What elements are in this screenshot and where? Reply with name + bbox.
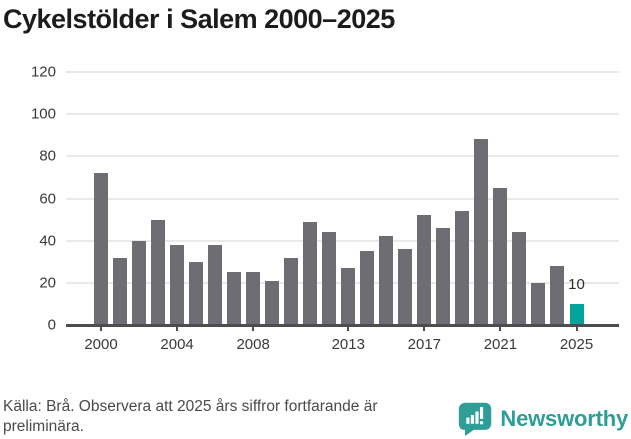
source-note-line1: Källa: Brå. Observera att 2025 års siffr… <box>3 398 378 415</box>
bar-2016 <box>398 249 413 325</box>
bar-2001 <box>113 257 128 325</box>
bar-2004 <box>170 244 185 325</box>
gridline-y120 <box>66 71 619 73</box>
y-axis-label-100: 100 <box>30 105 56 123</box>
bar-2012 <box>322 232 337 325</box>
x-axis-label-2013: 2013 <box>331 336 365 353</box>
bar-2002 <box>132 240 147 325</box>
chart-plot-area: 0 20 40 60 80 100 120 10 2000 2004 2008 2013 2017 202… <box>31 65 619 353</box>
chart-title: Cykelstölder i Salem 2000–2025 <box>3 4 395 34</box>
gridline-y40 <box>66 239 619 242</box>
x-axis-tick-2000 <box>100 326 102 331</box>
bar-2025 <box>569 303 584 325</box>
source-note: Källa: Brå. Observera att 2025 års siffr… <box>3 397 377 436</box>
bar-2000 <box>94 173 108 325</box>
bar-2023 <box>531 282 546 325</box>
bar-2018 <box>436 228 451 325</box>
bar-2009 <box>265 280 280 325</box>
bar-2020 <box>474 139 489 325</box>
x-axis-label-2021: 2021 <box>483 336 518 353</box>
gridline-y80 <box>66 155 619 158</box>
chart-footer: Källa: Brå. Observera att 2025 års siffr… <box>3 397 628 436</box>
x-axis-tick-2008 <box>252 326 255 331</box>
bar-2022 <box>512 232 527 325</box>
newsworthy-wordmark: Newsworthy <box>500 405 628 431</box>
x-axis-tick-2025 <box>575 326 578 331</box>
y-axis-label-0: 0 <box>47 316 56 334</box>
y-axis-label-20: 20 <box>39 274 56 292</box>
bar-2014 <box>360 251 375 325</box>
x-axis-label-2025: 2025 <box>559 336 594 353</box>
gridline-y60 <box>66 197 619 200</box>
x-axis-tick-2004 <box>176 326 179 331</box>
x-axis-tick-2021 <box>499 326 502 331</box>
x-axis-label-2004: 2004 <box>160 336 194 353</box>
bar-2008 <box>246 272 261 325</box>
bar-2015 <box>379 236 394 325</box>
bar-2003 <box>151 219 166 325</box>
bar-2019 <box>455 211 470 325</box>
bar-2021 <box>493 187 508 325</box>
x-axis-label-2000: 2000 <box>84 336 118 353</box>
x-axis-line <box>66 324 619 327</box>
y-axis-label-60: 60 <box>39 190 56 207</box>
gridline-y100 <box>66 113 619 116</box>
newsworthy-logo-icon <box>458 401 493 436</box>
x-axis-tick-2017 <box>423 326 426 331</box>
bar-2017 <box>417 215 432 325</box>
y-axis-label-120: 120 <box>30 63 56 81</box>
y-axis-label-40: 40 <box>39 232 56 250</box>
bar-2006 <box>208 244 223 325</box>
bar-2011 <box>303 221 318 325</box>
bar-2024 <box>550 265 565 325</box>
x-axis-tick-2013 <box>347 326 350 331</box>
newsworthy-logo: Newsworthy <box>458 401 628 436</box>
bar-2007 <box>227 272 242 325</box>
bar-2005 <box>189 261 204 325</box>
bar-2013 <box>341 268 356 325</box>
x-axis-label-2017: 2017 <box>407 336 442 353</box>
highlight-value-label: 10 <box>568 275 585 293</box>
source-note-line2: preliminära. <box>3 417 84 435</box>
y-axis-label-80: 80 <box>39 147 56 165</box>
x-axis-label-2008: 2008 <box>236 336 270 353</box>
bar-2010 <box>284 257 299 325</box>
